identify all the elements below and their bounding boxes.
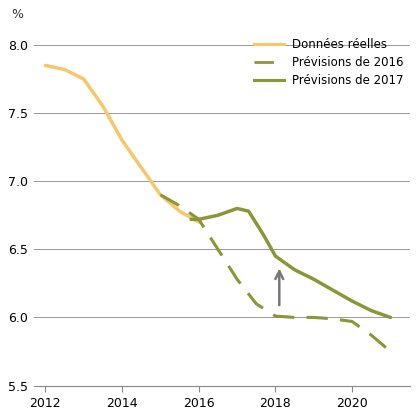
Legend: Données réelles, Prévisions de 2016, Prévisions de 2017: Données réelles, Prévisions de 2016, Pré… <box>255 38 404 87</box>
Text: %: % <box>11 8 23 21</box>
